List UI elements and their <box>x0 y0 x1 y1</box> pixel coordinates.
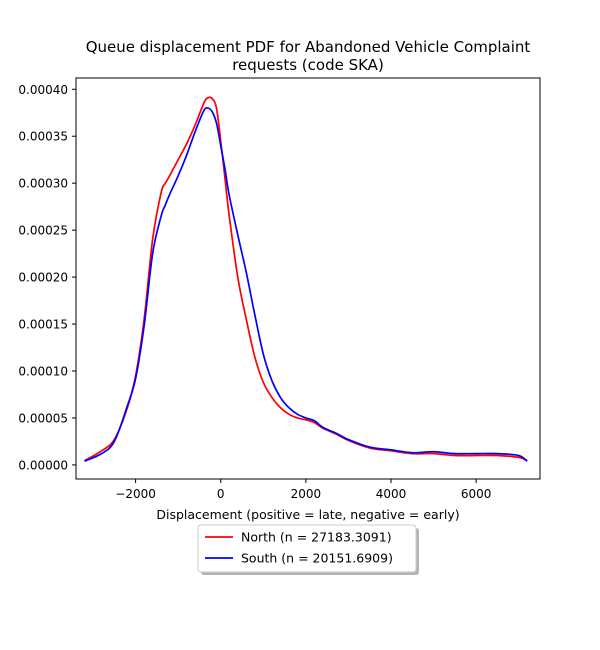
series-line-south <box>84 106 528 462</box>
legend-label-south: South (n = 20151.6909) <box>241 551 393 566</box>
legend-box <box>197 524 417 573</box>
y-tick-label: 0.00035 <box>18 130 68 144</box>
y-tick-label: 0.00020 <box>18 271 68 285</box>
legend: North (n = 27183.3091) South (n = 20151.… <box>197 524 419 575</box>
series-line-north <box>84 96 528 462</box>
x-tick-label: 0 <box>217 487 225 501</box>
y-tick-label: 0.00000 <box>18 458 68 472</box>
chart-title-line-1: Queue displacement PDF for Abandoned Veh… <box>86 38 531 56</box>
y-tick-label: 0.00010 <box>18 365 68 379</box>
y-tick-label: 0.00005 <box>18 411 68 425</box>
legend-label-north: North (n = 27183.3091) <box>241 530 392 545</box>
axis-ticks: −2000 0 2000 4000 6000 0.00000 0.00005 0.00010 0… <box>18 83 491 501</box>
y-tick-label: 0.00015 <box>18 318 68 332</box>
axes-frame <box>75 77 541 480</box>
x-axis-label: Displacement (positive = late, negative … <box>156 507 459 522</box>
y-tick-label: 0.00030 <box>18 177 68 191</box>
x-tick-label: −2000 <box>115 487 156 501</box>
x-tick-label: 6000 <box>461 487 492 501</box>
chart-title-line-2: requests (code SKA) <box>232 56 384 74</box>
x-tick-label: 4000 <box>376 487 407 501</box>
y-tick-label: 0.00025 <box>18 224 68 238</box>
y-tick-label: 0.00040 <box>18 83 68 97</box>
x-tick-label: 2000 <box>291 487 322 501</box>
series-lines <box>84 96 528 462</box>
